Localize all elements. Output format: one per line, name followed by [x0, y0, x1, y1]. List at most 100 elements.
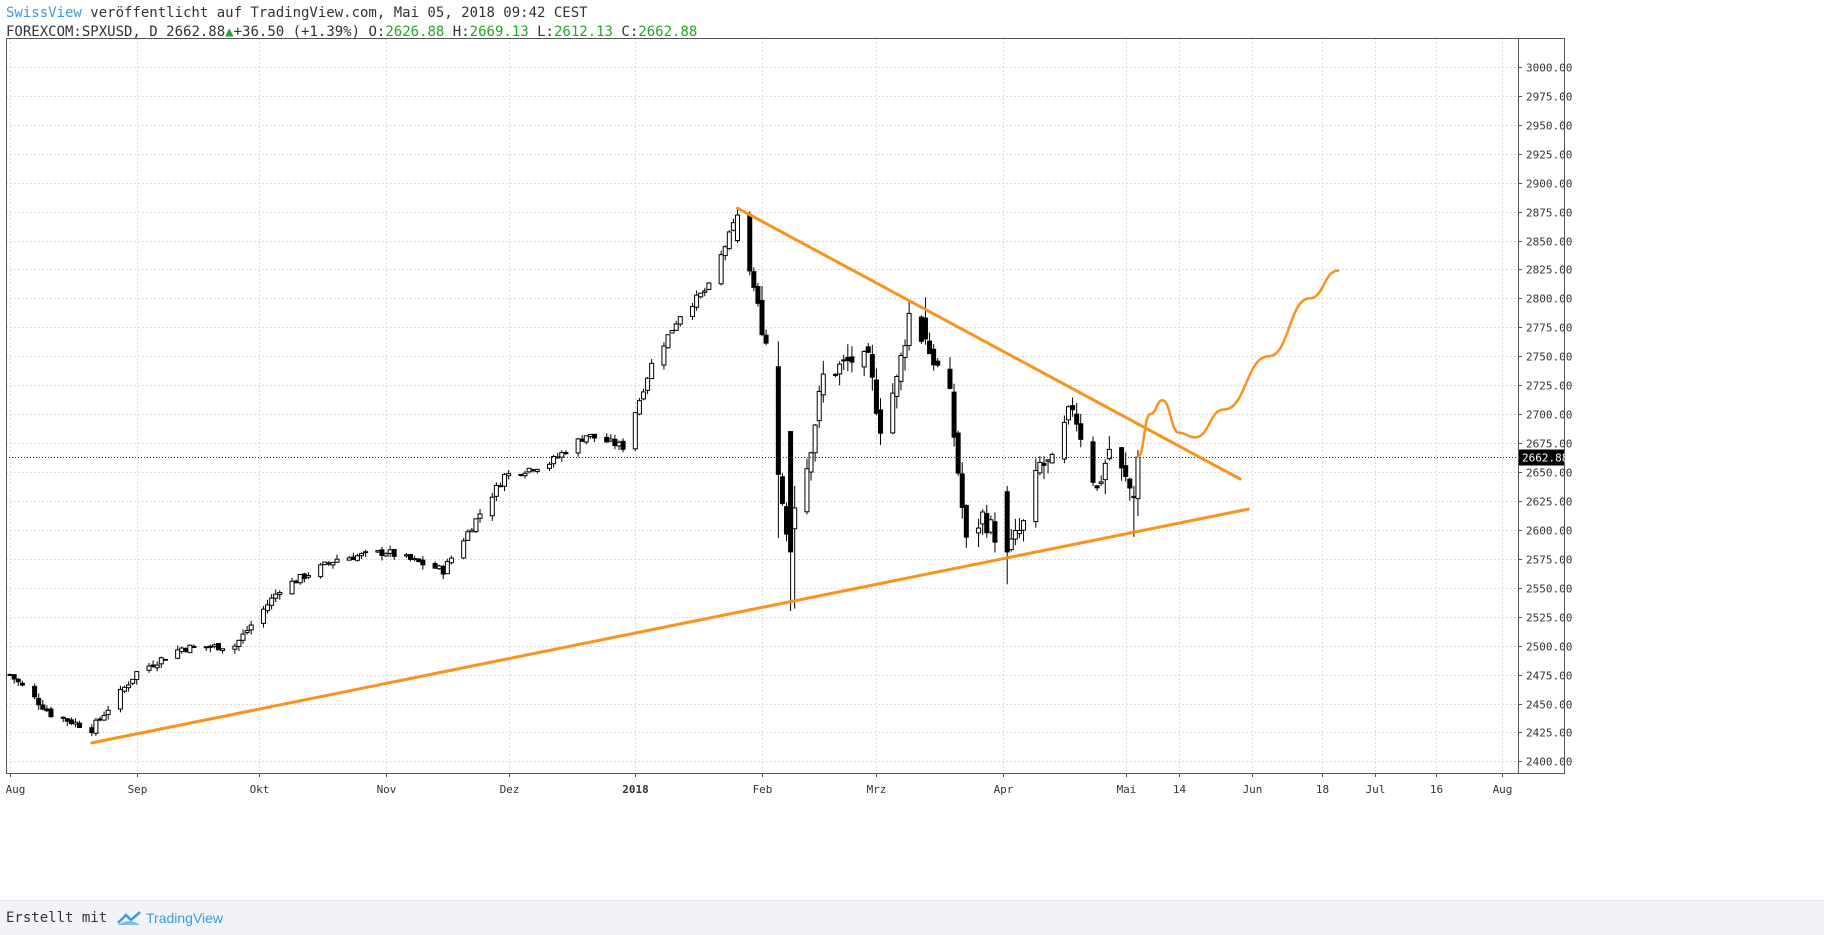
candle-up: [461, 540, 467, 559]
forecast-curve[interactable]: [1136, 269, 1340, 459]
candle-down: [747, 213, 753, 272]
candle-down: [612, 438, 618, 447]
candle-down: [7, 673, 13, 676]
candle-down: [432, 563, 438, 569]
candle-down: [15, 678, 21, 683]
candle-up: [1131, 495, 1137, 499]
candle-up: [277, 592, 283, 596]
candle-down: [391, 549, 397, 557]
candle-up: [669, 330, 675, 334]
candle-up: [1033, 470, 1039, 523]
trendline-upper[interactable]: [735, 206, 1242, 481]
y-tick-label: 2625.00: [1526, 496, 1572, 509]
candle-up: [502, 473, 508, 487]
candle-down: [931, 348, 937, 366]
candle-up: [649, 362, 655, 380]
drawings[interactable]: [6, 206, 1518, 745]
grid: [6, 38, 1518, 773]
candle-up: [122, 686, 128, 692]
candle-up: [130, 678, 136, 684]
footer: Erstellt mit TradingView: [0, 900, 1824, 935]
candle-down: [1078, 423, 1084, 440]
last-price-label: 2662.88: [1522, 452, 1568, 465]
candle-up: [555, 456, 561, 459]
candle-up: [354, 555, 360, 561]
candle-down: [1127, 478, 1133, 489]
candle-up: [673, 323, 679, 331]
last-price: 2662.88: [166, 24, 226, 40]
candle-down: [755, 285, 761, 304]
x-tick-label: Aug: [1493, 783, 1513, 796]
publish-line: SwissView veröffentlicht auf TradingView…: [6, 4, 697, 23]
candle-down: [518, 473, 524, 476]
publish-info: veröffentlicht auf TradingView.com, Mai …: [81, 5, 588, 21]
candle-up: [297, 573, 303, 584]
candle-down: [1094, 485, 1100, 489]
candle-up: [236, 639, 242, 647]
price-chart[interactable]: 2400.00 2425.00 2450.00 2475.00 2500.00 2525.…: [0, 0, 1824, 900]
y-tick-label: 3000.00: [1526, 62, 1572, 75]
high-value: 2669.13: [469, 24, 529, 40]
y-tick-label: 2825.00: [1526, 264, 1572, 277]
candle-up: [665, 334, 671, 349]
candle-down: [162, 658, 168, 661]
candle-down: [89, 727, 95, 734]
candle-up: [551, 456, 557, 465]
candle-up: [318, 564, 324, 578]
candle-up: [134, 671, 140, 681]
candle-up: [730, 222, 736, 231]
candle-down: [779, 476, 785, 504]
x-tick-label: Mrz: [867, 783, 887, 796]
candle-down: [963, 505, 969, 538]
candle-down: [326, 562, 332, 565]
candle-down: [440, 565, 446, 575]
author-link[interactable]: SwissView: [6, 5, 82, 21]
candle-up: [645, 377, 651, 391]
candle-up: [559, 452, 565, 458]
candle-up: [305, 574, 311, 578]
symbol-label: FOREXCOM:SPXUSD, D: [6, 24, 158, 40]
x-tick-label: Jul: [1366, 783, 1386, 796]
candle-up: [146, 665, 152, 671]
up-arrow-icon: ▲: [225, 24, 234, 40]
candle-up: [636, 400, 642, 415]
trendline-lower[interactable]: [90, 507, 1250, 745]
candle-up: [1061, 421, 1067, 460]
low-value: 2612.13: [553, 24, 613, 40]
candle-up: [861, 351, 867, 368]
candle-up: [477, 513, 483, 519]
candle-up: [383, 553, 389, 557]
candle-down: [36, 697, 42, 706]
candle-down: [878, 409, 884, 434]
candle-up: [448, 557, 454, 564]
x-tick-label: 2018: [622, 783, 649, 796]
candle-up: [694, 294, 700, 308]
plot-border: [6, 38, 1565, 774]
candle-down: [1123, 465, 1129, 477]
candle-down: [604, 436, 610, 443]
candle-up: [894, 375, 900, 397]
candle-up: [812, 424, 818, 454]
candle-down: [44, 708, 50, 712]
y-tick-label: 2900.00: [1526, 178, 1572, 191]
candle-down: [591, 433, 597, 439]
y-tick-label: 2675.00: [1526, 438, 1572, 451]
candle-up: [375, 550, 381, 553]
candle-up: [575, 438, 581, 454]
y-tick-label: 2475.00: [1526, 670, 1572, 683]
made-with-label: Erstellt mit: [6, 910, 108, 926]
candle-down: [1090, 441, 1096, 483]
candle-down: [1074, 413, 1080, 425]
candle-up: [976, 527, 982, 534]
candle-down: [530, 469, 536, 472]
candle-down: [68, 719, 74, 725]
tradingview-brand[interactable]: TradingView: [146, 910, 224, 926]
candle-up: [1045, 459, 1051, 462]
tradingview-logo-icon[interactable]: [116, 909, 142, 927]
candle-up: [837, 363, 843, 375]
candle-up: [240, 633, 246, 641]
candle-down: [97, 718, 103, 721]
candle-down: [32, 685, 38, 698]
candle-up: [841, 359, 847, 362]
y-tick-label: 2850.00: [1526, 236, 1572, 249]
